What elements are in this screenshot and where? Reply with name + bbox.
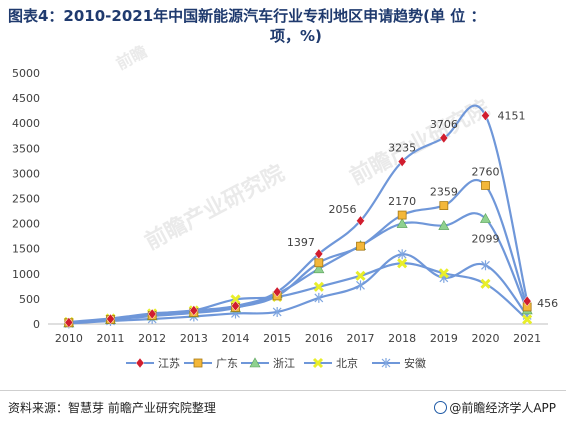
y-tick-label: 0 [33, 318, 40, 331]
data-point-triangle [438, 219, 450, 230]
legend-marker-x [312, 357, 324, 369]
data-point-square [439, 201, 449, 210]
data-point-diamond [397, 156, 407, 168]
data-label: 2359 [430, 186, 458, 199]
legend-marker-triangle [249, 357, 261, 368]
data-point-diamond [272, 286, 282, 298]
data-point-diamond [106, 313, 115, 325]
data-point-x [438, 268, 449, 279]
data-label: 3235 [388, 142, 416, 155]
data-label: 456 [537, 297, 558, 310]
y-tick-label: 500 [19, 293, 40, 306]
x-tick-label: 2017 [347, 332, 375, 345]
watermark-text: 前瞻产业研究院 [141, 160, 289, 255]
x-tick-label: 2013 [180, 332, 208, 345]
series-line-5 [68, 253, 529, 325]
legend-label: 北京 [336, 356, 358, 370]
title-line-1: 图表4：2010-2021年中国新能源汽车行业专利地区申请趋势(单 位 ： [8, 7, 486, 25]
y-tick-label: 2500 [12, 193, 40, 206]
data-point-diamond [439, 132, 449, 144]
data-point-x [480, 278, 491, 289]
brand-credit: @前瞻经济学人APP [434, 399, 556, 416]
legend-label: 广东 [216, 357, 238, 370]
data-point-diamond [189, 305, 199, 316]
x-tick-label: 2016 [305, 332, 333, 345]
data-point-x [313, 281, 324, 292]
data-point-square [314, 258, 324, 268]
data-point-diamond [356, 215, 365, 227]
data-point-asterisk [272, 306, 282, 317]
data-point-x [230, 294, 241, 305]
data-point-asterisk [397, 249, 407, 260]
chart-title: 图表4：2010-2021年中国新能源汽车行业专利地区申请趋势(单 位 ： 项，… [8, 6, 558, 46]
watermark-text: 前瞻 [113, 42, 150, 74]
x-tick-label: 2020 [472, 332, 500, 345]
brand-logo-icon [434, 401, 448, 414]
data-point-square [397, 210, 407, 220]
legend-label: 安徽 [404, 356, 426, 370]
footer: 资料来源：智慧芽 前瞻产业研究院整理 @前瞻经济学人APP [0, 390, 566, 421]
x-tick-label: 2018 [388, 332, 416, 345]
legend-label: 江苏 [158, 357, 180, 370]
x-tick-label: 2014 [222, 332, 250, 345]
x-tick-label: 2010 [55, 332, 83, 345]
data-point-x [355, 270, 366, 281]
data-label: 2170 [388, 195, 416, 208]
data-label: 2099 [472, 233, 500, 246]
data-point-diamond [522, 295, 532, 307]
series-line-2 [68, 178, 529, 324]
legend-marker-diamond [135, 357, 145, 369]
legend-marker-square [193, 358, 203, 368]
x-tick-label: 2021 [513, 332, 541, 345]
data-label: 2760 [472, 165, 500, 178]
data-point-asterisk [481, 260, 490, 271]
brand-text: @前瞻经济学人APP [449, 401, 556, 415]
data-point-diamond [314, 248, 324, 260]
y-tick-label: 1000 [12, 268, 40, 281]
data-point-diamond [147, 308, 157, 320]
y-tick-label: 2000 [12, 218, 40, 231]
data-point-triangle [396, 217, 408, 228]
y-tick-label: 5000 [12, 67, 40, 80]
y-tick-label: 3500 [12, 142, 40, 155]
x-tick-label: 2019 [430, 332, 458, 345]
y-tick-label: 3000 [12, 167, 40, 180]
data-point-x [522, 314, 533, 325]
data-point-square [481, 181, 490, 190]
data-point-triangle [479, 213, 492, 223]
series-line-1 [68, 104, 529, 324]
y-tick-label: 4500 [12, 92, 40, 105]
legend-marker-asterisk [381, 358, 391, 368]
data-point-diamond [231, 300, 240, 312]
data-point-triangle [313, 263, 325, 274]
x-tick-label: 2015 [263, 332, 291, 345]
data-label: 1397 [287, 236, 315, 249]
legend-label: 浙江 [273, 357, 295, 370]
data-point-diamond [64, 317, 74, 328]
line-chart: 前瞻产业研究院前瞻产业研究院前瞻050010001500200025003000… [12, 42, 558, 370]
y-tick-label: 1500 [12, 243, 40, 256]
title-line-2: 项，%) [270, 27, 322, 45]
data-point-x [397, 258, 408, 269]
data-label: 2056 [329, 203, 357, 216]
data-label: 4151 [498, 110, 526, 123]
data-point-asterisk [356, 280, 365, 291]
data-point-asterisk [314, 292, 324, 303]
data-point-square [356, 241, 365, 251]
y-tick-label: 4000 [12, 117, 40, 130]
series-line-4 [68, 262, 528, 324]
data-label: 3706 [430, 118, 458, 131]
x-tick-label: 2011 [97, 332, 125, 345]
data-point-diamond [481, 110, 490, 122]
x-tick-label: 2012 [138, 332, 166, 345]
source-text: 资料来源：智慧芽 前瞻产业研究院整理 [8, 401, 216, 415]
